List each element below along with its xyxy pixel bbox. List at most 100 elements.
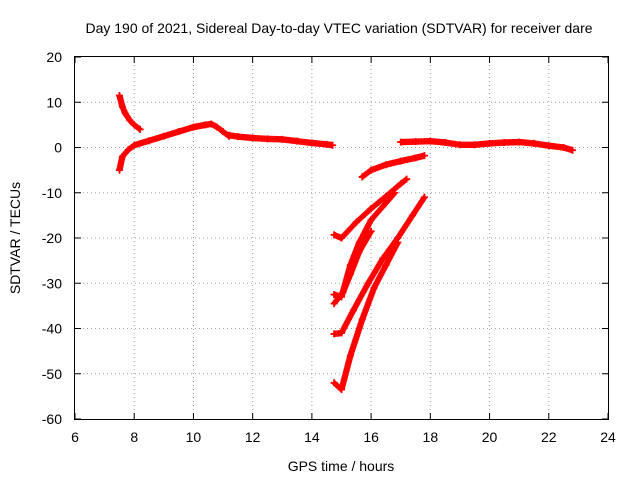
y-tick-label: -10 xyxy=(42,185,62,201)
y-tick-label: 0 xyxy=(54,140,62,156)
data-point xyxy=(358,173,366,181)
data-point xyxy=(530,139,538,147)
data-point xyxy=(456,141,464,149)
data-point xyxy=(160,132,168,140)
data-point xyxy=(403,175,411,183)
data-point xyxy=(118,103,126,111)
data-point xyxy=(412,154,420,162)
data-point xyxy=(338,386,345,394)
y-tick-label: -40 xyxy=(42,321,62,337)
data-point xyxy=(500,139,508,147)
data-point xyxy=(130,141,138,149)
data-point xyxy=(367,227,375,235)
data-point xyxy=(249,134,257,142)
y-tick-label: -30 xyxy=(42,275,62,291)
data-point xyxy=(339,288,347,296)
data-point xyxy=(346,270,354,278)
data-point xyxy=(330,231,338,239)
series-arc-afternoon xyxy=(397,137,576,154)
data-point xyxy=(121,110,129,118)
data-point xyxy=(568,146,576,154)
data-point xyxy=(382,261,390,269)
plot-frame xyxy=(74,56,609,420)
data-point xyxy=(409,211,417,219)
y-tick-label: 10 xyxy=(46,94,62,110)
x-tick-label: 22 xyxy=(541,429,557,445)
y-tick-label: -60 xyxy=(42,411,62,427)
x-axis-label: GPS time / hours xyxy=(288,458,395,474)
y-tick-label: 20 xyxy=(46,49,62,65)
grid xyxy=(75,57,608,419)
data-point xyxy=(201,121,209,129)
data-point xyxy=(391,189,399,197)
series-arc-morning-rise xyxy=(115,120,233,174)
y-tick-label: -50 xyxy=(42,366,62,382)
data-point xyxy=(330,379,338,387)
series-arc-dip-d xyxy=(330,239,402,394)
data-point xyxy=(145,137,153,145)
data-point xyxy=(278,135,286,143)
data-point xyxy=(346,352,354,360)
x-tick-label: 16 xyxy=(363,429,379,445)
x-tick-label: 14 xyxy=(304,429,320,445)
data-point xyxy=(124,146,132,154)
data-point xyxy=(515,138,523,146)
data-point xyxy=(426,137,434,145)
data-point xyxy=(382,161,390,169)
data-point xyxy=(471,141,479,149)
data-point xyxy=(420,193,428,201)
series-arc-early-descending xyxy=(115,91,144,133)
series-arc-dip-c xyxy=(330,193,428,338)
data-point xyxy=(118,153,126,161)
data-point xyxy=(412,138,420,146)
data-point xyxy=(394,239,402,247)
x-tick-label: 12 xyxy=(245,429,261,445)
data-point xyxy=(397,157,405,165)
data-point xyxy=(355,248,363,256)
data-point xyxy=(225,131,233,139)
data-point xyxy=(330,291,338,299)
data-point xyxy=(379,202,387,210)
data-point xyxy=(293,137,301,145)
data-point xyxy=(189,123,197,131)
y-axis-label: SDTVAR / TECUs xyxy=(7,182,23,294)
data-point xyxy=(130,121,138,129)
x-tick-label: 6 xyxy=(71,429,79,445)
data-point xyxy=(330,330,338,338)
data-point xyxy=(379,254,387,262)
data-point xyxy=(338,234,345,242)
data-point xyxy=(370,284,378,292)
y-tick-label: -20 xyxy=(42,230,62,246)
data-point xyxy=(213,123,221,131)
data-point xyxy=(136,125,144,133)
data-point xyxy=(115,91,123,99)
x-tick-label: 20 xyxy=(482,429,498,445)
data-point xyxy=(338,329,345,337)
data-point xyxy=(219,128,227,136)
data-point xyxy=(397,180,405,188)
data-point xyxy=(323,140,331,148)
data-point xyxy=(175,128,183,136)
series-arc-dip-e xyxy=(330,227,375,308)
data-point xyxy=(560,144,568,151)
data-point xyxy=(364,279,372,287)
data-point xyxy=(486,139,494,147)
x-tick-label: 18 xyxy=(423,429,439,445)
data-point xyxy=(358,315,366,323)
data-point xyxy=(545,142,553,150)
series-arc-midday xyxy=(225,131,337,149)
data-marks xyxy=(115,91,576,394)
data-point xyxy=(441,139,449,147)
data-point xyxy=(126,116,134,124)
data-point xyxy=(329,141,337,149)
data-point xyxy=(397,138,405,146)
data-point xyxy=(367,205,375,213)
data-point xyxy=(308,139,316,147)
data-point xyxy=(115,166,123,174)
data-point xyxy=(367,216,375,224)
x-tick-label: 8 xyxy=(130,429,138,445)
data-point xyxy=(330,300,338,308)
data-point xyxy=(367,166,375,174)
axis-ticks: 6 8 10 12 14 16 18 20 22 24 -60 -50 -40 -30 -20 -10 0 10 2… xyxy=(42,49,616,445)
